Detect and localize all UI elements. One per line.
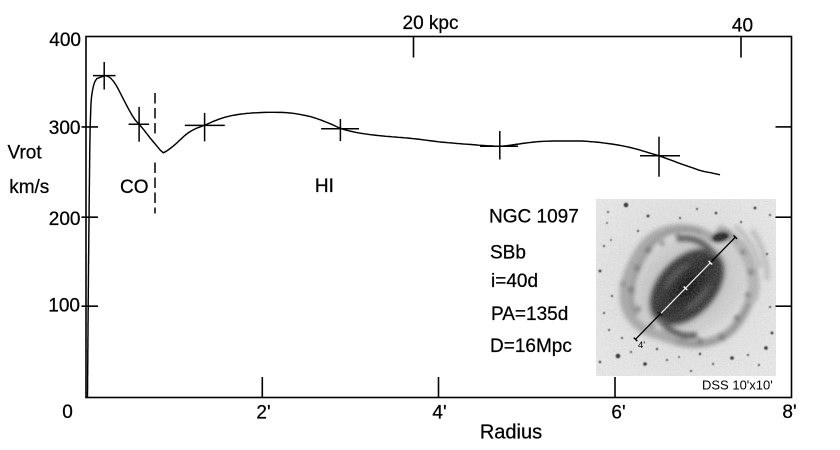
svg-text:SBb: SBb [490, 242, 526, 263]
svg-text:PA=135d: PA=135d [491, 304, 568, 325]
svg-text:i=40d: i=40d [491, 271, 538, 292]
svg-text:100: 100 [48, 296, 80, 317]
svg-text:200: 200 [49, 209, 81, 230]
svg-text:300: 300 [49, 118, 81, 139]
svg-text:40: 40 [732, 16, 753, 37]
svg-text:HI: HI [315, 176, 334, 197]
svg-text:2': 2' [256, 403, 270, 424]
svg-text:8': 8' [782, 402, 796, 423]
svg-text:Radius: Radius [480, 422, 542, 444]
svg-text:km/s: km/s [9, 177, 49, 198]
svg-text:CO: CO [120, 177, 149, 198]
svg-text:D=16Mpc: D=16Mpc [490, 336, 572, 357]
svg-text:0: 0 [62, 402, 73, 423]
svg-text:DSS 10'x10': DSS 10'x10' [702, 378, 773, 393]
svg-text:4': 4' [638, 340, 645, 351]
svg-text:6': 6' [611, 403, 625, 424]
svg-text:20 kpc: 20 kpc [403, 13, 459, 34]
svg-text:4': 4' [432, 403, 446, 424]
svg-text:400: 400 [49, 30, 81, 51]
svg-text:Vrot: Vrot [8, 142, 43, 163]
svg-text:NGC 1097: NGC 1097 [489, 207, 579, 228]
